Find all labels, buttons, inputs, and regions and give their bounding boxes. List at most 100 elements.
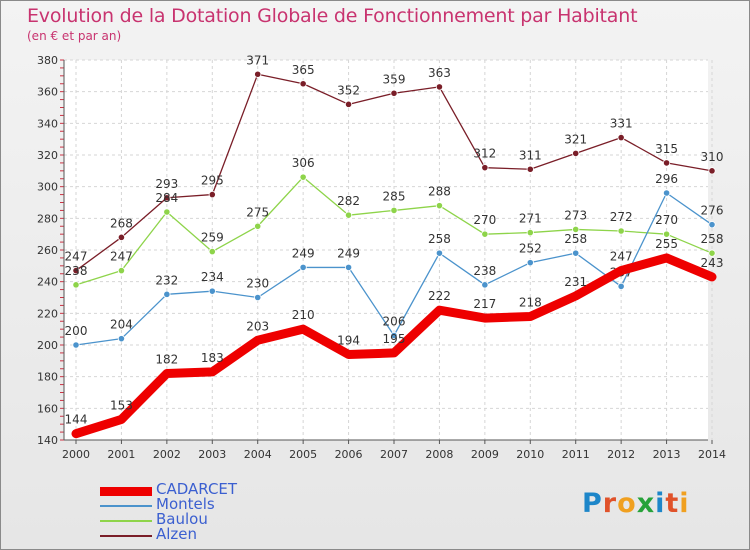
x-tick-label: 2004 xyxy=(244,448,272,461)
logo-letter: i xyxy=(655,488,666,519)
data-point-alzen xyxy=(617,133,625,142)
data-point-montels xyxy=(299,263,307,272)
y-tick-label: 260 xyxy=(37,244,58,257)
data-point-baulou xyxy=(390,206,398,215)
y-tick-label: 240 xyxy=(37,276,58,289)
data-label-montels: 238 xyxy=(473,264,496,278)
data-label-cadarcet: 183 xyxy=(201,351,224,365)
data-point-alzen xyxy=(708,167,716,175)
legend-swatch xyxy=(100,486,152,496)
data-label-montels: 252 xyxy=(519,242,542,256)
data-point-baulou xyxy=(344,211,353,219)
legend-swatch xyxy=(100,505,152,507)
data-point-alzen xyxy=(572,149,580,158)
data-label-baulou: 270 xyxy=(473,213,496,227)
data-label-montels: 232 xyxy=(155,273,178,287)
data-point-baulou xyxy=(708,249,716,257)
data-label-montels: 200 xyxy=(65,324,88,338)
logo-letter: r xyxy=(602,488,618,519)
data-label-cadarcet: 218 xyxy=(519,296,542,310)
data-point-alzen xyxy=(117,233,126,241)
data-label-baulou: 288 xyxy=(428,185,451,199)
y-tick-label: 160 xyxy=(37,402,58,415)
data-point-montels xyxy=(72,341,80,349)
data-point-montels xyxy=(572,249,580,257)
data-label-baulou: 271 xyxy=(519,212,542,226)
data-label-baulou: 272 xyxy=(610,210,633,224)
data-label-alzen: 295 xyxy=(201,174,224,188)
y-tick-label: 360 xyxy=(37,86,58,99)
y-tick-label: 280 xyxy=(37,212,58,225)
y-tick-label: 340 xyxy=(37,117,58,130)
data-point-montels xyxy=(163,290,171,298)
data-point-baulou xyxy=(617,227,625,235)
data-point-baulou xyxy=(481,230,489,238)
data-label-baulou: 306 xyxy=(292,156,315,170)
data-point-montels xyxy=(526,259,534,267)
data-label-baulou: 273 xyxy=(564,208,587,222)
data-label-montels: 230 xyxy=(246,277,269,291)
logo-letter: t xyxy=(665,488,680,519)
data-point-montels xyxy=(662,189,671,197)
data-label-alzen: 293 xyxy=(155,177,178,191)
y-tick-label: 200 xyxy=(37,339,58,352)
logo-letter: i xyxy=(679,488,690,519)
legend-swatch xyxy=(100,535,152,537)
y-tick-label: 320 xyxy=(37,149,58,162)
x-tick-label: 2014 xyxy=(698,448,726,461)
data-label-cadarcet: 247 xyxy=(610,250,633,264)
data-label-cadarcet: 217 xyxy=(473,297,496,311)
data-point-alzen xyxy=(662,159,671,167)
data-label-montels: 258 xyxy=(564,232,587,246)
data-label-montels: 296 xyxy=(655,172,678,186)
y-tick-label: 300 xyxy=(37,181,58,194)
data-point-alzen xyxy=(526,165,534,173)
data-label-montels: 249 xyxy=(292,246,315,260)
data-label-baulou: 270 xyxy=(655,213,678,227)
data-point-baulou xyxy=(526,228,534,237)
legend-label: Baulou xyxy=(156,510,208,528)
data-label-cadarcet: 144 xyxy=(65,413,88,427)
data-label-montels: 258 xyxy=(428,232,451,246)
x-tick-label: 2011 xyxy=(562,448,590,461)
data-point-baulou xyxy=(572,225,580,234)
legend-swatch xyxy=(100,520,152,522)
x-tick-label: 2009 xyxy=(471,448,499,461)
logo-letter: x xyxy=(636,488,656,519)
y-tick-label: 140 xyxy=(37,434,58,447)
data-label-montels: 234 xyxy=(201,270,224,284)
logo-letter: P xyxy=(582,488,603,519)
data-label-cadarcet: 203 xyxy=(246,319,269,333)
data-point-baulou xyxy=(117,266,126,275)
data-label-montels: 249 xyxy=(337,246,360,260)
x-tick-label: 2000 xyxy=(62,448,90,461)
data-label-alzen: 371 xyxy=(246,53,269,67)
legend-label: Alzen xyxy=(156,525,198,543)
x-tick-label: 2013 xyxy=(653,448,681,461)
x-tick-label: 2012 xyxy=(607,448,635,461)
data-label-baulou: 285 xyxy=(383,189,406,203)
series-line-cadarcet xyxy=(71,253,717,439)
proxiti-logo: Proxiti xyxy=(582,488,690,519)
data-label-baulou: 275 xyxy=(246,205,269,219)
data-label-cadarcet: 182 xyxy=(155,353,178,367)
data-label-baulou: 258 xyxy=(701,232,724,246)
data-point-alzen xyxy=(72,266,80,275)
chart-subtitle: (en € et par an) xyxy=(27,29,122,43)
legend-label: Montels xyxy=(156,495,215,513)
data-point-montels xyxy=(208,287,216,295)
legend-label: CADARCET xyxy=(156,480,238,498)
data-label-alzen: 331 xyxy=(610,117,633,131)
data-point-montels xyxy=(344,263,353,272)
x-tick-label: 2010 xyxy=(516,448,544,461)
data-label-cadarcet: 194 xyxy=(337,334,360,348)
data-label-alzen: 365 xyxy=(292,63,315,77)
data-point-alzen xyxy=(254,70,262,78)
x-tick-label: 2008 xyxy=(425,448,453,461)
x-tick-label: 2005 xyxy=(289,448,317,461)
chart-title: Evolution de la Dotation Globale de Fonc… xyxy=(27,5,638,27)
data-label-alzen: 363 xyxy=(428,66,451,80)
data-point-alzen xyxy=(299,80,307,88)
data-label-alzen: 268 xyxy=(110,216,133,230)
